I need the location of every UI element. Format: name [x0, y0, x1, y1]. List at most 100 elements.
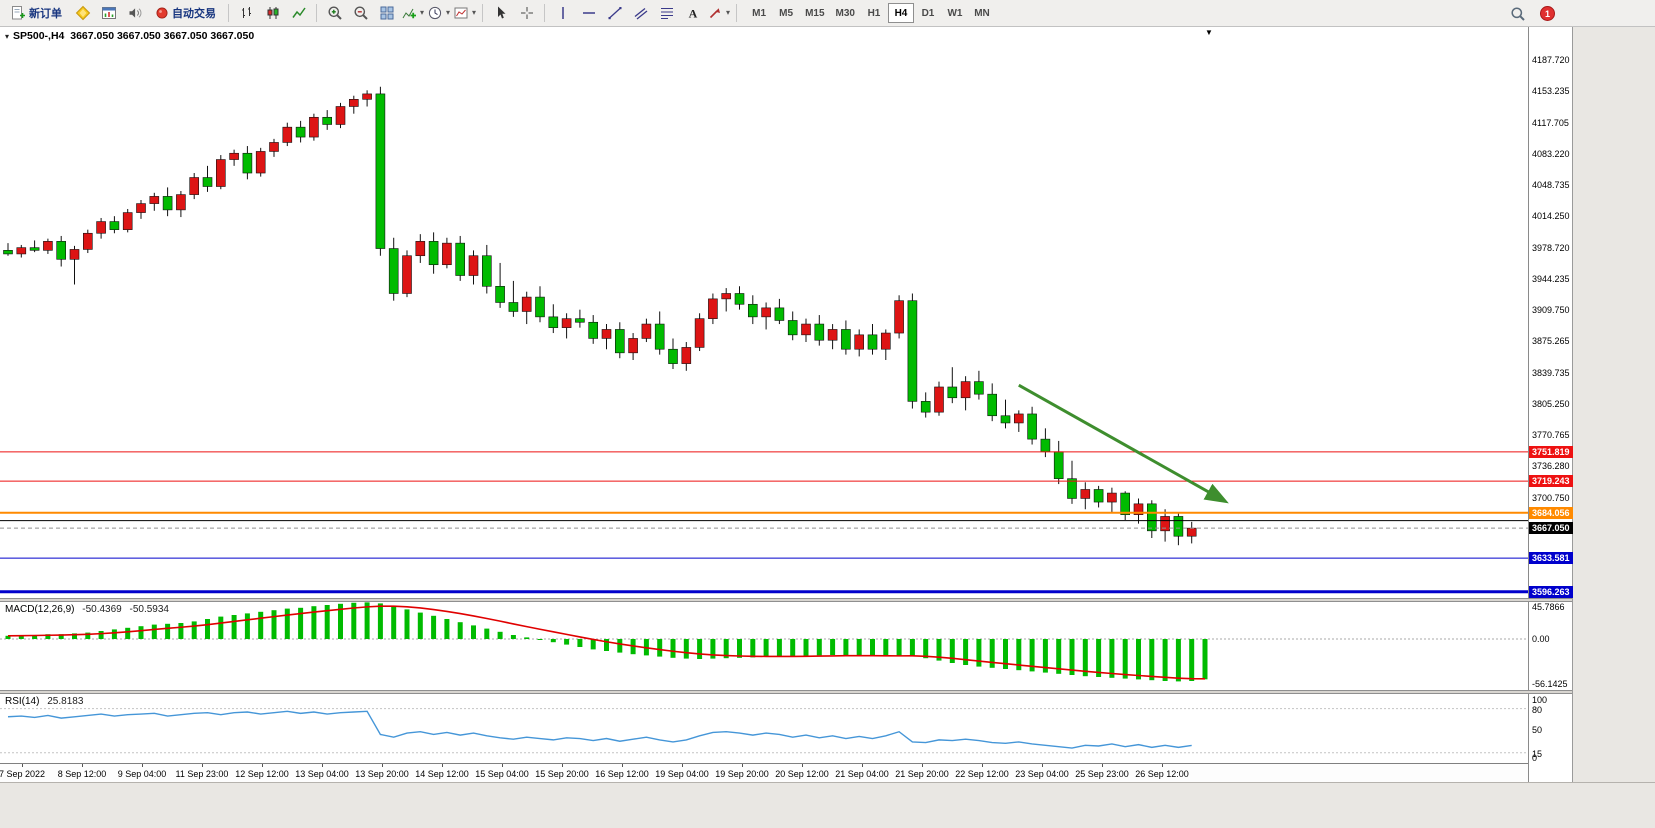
candlestick-icon [267, 7, 278, 19]
bar-chart-button[interactable] [234, 2, 259, 24]
notification-badge[interactable]: 1 [1540, 6, 1555, 21]
symbol-period-label: SP500-,H4 [13, 30, 65, 42]
price-tick-label: 4117.705 [1532, 117, 1569, 128]
templates-button[interactable]: ▾ [452, 2, 477, 24]
candlestick-chart-button[interactable] [260, 2, 285, 24]
price-tick-label: 3839.735 [1532, 367, 1570, 378]
time-axis-label: 7 Sep 2022 [0, 769, 46, 779]
price-level-badge: 3684.056 [1529, 506, 1573, 519]
equidistant-channel-icon [634, 7, 647, 20]
zoom-in-icon [328, 6, 342, 20]
time-tick [682, 764, 683, 767]
timeframe-m1[interactable]: M1 [746, 3, 772, 23]
zoom-out-button[interactable] [348, 2, 373, 24]
line-chart-button[interactable] [286, 2, 311, 24]
time-tick [922, 764, 923, 767]
time-tick [502, 764, 503, 767]
arrows-tool-button[interactable]: ▾ [706, 2, 731, 24]
time-axis-label: 25 Sep 23:00 [1075, 769, 1129, 779]
one-click-trading-toggle[interactable]: ▾ [5, 32, 10, 41]
channel-button[interactable] [628, 2, 653, 24]
timeframe-m5[interactable]: M5 [773, 3, 799, 23]
new-chart-button[interactable] [96, 2, 121, 24]
rsi-scale-label: 100 [1532, 695, 1548, 705]
ohlc-bars-icon [241, 7, 251, 18]
macd-signal-value: -50.5934 [129, 604, 169, 615]
time-axis-label: 8 Sep 12:00 [57, 769, 107, 779]
timeframe-d1[interactable]: D1 [915, 3, 941, 23]
vertical-line-button[interactable] [550, 2, 575, 24]
trendline-button[interactable] [602, 2, 627, 24]
market-watch-button[interactable] [70, 2, 95, 24]
price-level-badge: 3596.263 [1529, 585, 1573, 598]
rsi-scale-label: 50 [1532, 725, 1543, 735]
macd-main-value: -50.4369 [82, 604, 122, 615]
price-tick-label: 4014.250 [1532, 210, 1570, 221]
time-axis-label: 21 Sep 20:00 [895, 769, 949, 779]
indicators-button[interactable]: ▾ [400, 2, 425, 24]
time-axis-label: 12 Sep 12:00 [235, 769, 289, 779]
rsi-group [0, 708, 1528, 754]
fibonacci-icon [660, 8, 673, 19]
trend-arrow-annotation [1018, 383, 1229, 504]
chevron-down-icon: ▾ [726, 8, 731, 17]
time-axis-label: 11 Sep 23:00 [175, 769, 229, 779]
crosshair-icon [520, 7, 533, 19]
template-chart-icon [454, 7, 468, 19]
price-tick-label: 3875.265 [1532, 335, 1570, 346]
new-order-button[interactable]: 新订单 [3, 2, 69, 24]
tile-windows-button[interactable] [374, 2, 399, 24]
price-tick-label: 3978.720 [1532, 242, 1570, 253]
time-tick [382, 764, 383, 767]
chevron-down-icon: ▾ [446, 8, 451, 17]
auto-trading-red-dot-icon [156, 7, 168, 19]
chart-shift-marker-icon[interactable]: ▼ [1205, 28, 1213, 37]
right-gutter [1572, 27, 1655, 782]
crosshair-button[interactable] [514, 2, 539, 24]
timeframe-h1[interactable]: H1 [861, 3, 887, 23]
trendline-icon [608, 7, 622, 20]
time-tick [262, 764, 263, 767]
vertical-line-icon [561, 7, 564, 19]
fibonacci-button[interactable] [654, 2, 679, 24]
time-axis-label: 23 Sep 04:00 [1015, 769, 1069, 779]
time-axis-label: 15 Sep 04:00 [475, 769, 529, 779]
search-button[interactable] [1505, 3, 1530, 25]
cursor-button[interactable] [488, 2, 513, 24]
price-tick-label: 4153.235 [1532, 86, 1570, 96]
price-chart-svg[interactable] [0, 27, 1572, 782]
bottom-strip [0, 782, 1655, 828]
panel-divider[interactable] [0, 690, 1572, 694]
zoom-in-button[interactable] [322, 2, 347, 24]
indicators-plus-icon [402, 8, 416, 19]
timeframe-h4[interactable]: H4 [887, 3, 914, 23]
time-axis-label: 21 Sep 04:00 [835, 769, 889, 779]
periods-button[interactable]: ▾ [426, 2, 451, 24]
toolbar-separator [316, 4, 317, 22]
new-order-icon [12, 6, 25, 20]
timeframe-mn[interactable]: MN [969, 3, 995, 23]
auto-trading-button[interactable]: 自动交易 [148, 2, 223, 24]
macd-scale-label: 0.00 [1532, 634, 1550, 644]
speaker-icon [129, 8, 141, 18]
sound-alert-button[interactable] [122, 2, 147, 24]
horizontal-line-button[interactable] [576, 2, 601, 24]
macd-scale-label: -56.1425 [1532, 678, 1568, 689]
price-level-badge: 3667.050 [1529, 522, 1573, 535]
price-level-badge: 3719.243 [1529, 475, 1573, 488]
time-axis[interactable]: 7 Sep 2022 8 Sep 12:00 9 Sep 04:00 11 Sep 2… [0, 763, 1528, 782]
timeframe-w1[interactable]: W1 [942, 3, 968, 23]
timeframe-m15[interactable]: M15 [800, 3, 829, 23]
rsi-scale-label: 80 [1532, 704, 1543, 715]
panel-divider[interactable] [0, 598, 1572, 602]
price-axis[interactable]: 4187.720 4153.235 4117.705 4083.220 4048.735… [1528, 27, 1573, 782]
time-tick [202, 764, 203, 767]
timeframe-m30[interactable]: M30 [831, 3, 860, 23]
price-tick-label: 3700.750 [1532, 492, 1570, 503]
toolbar-separator [228, 4, 229, 22]
tile-windows-icon [380, 6, 393, 20]
horizontal-line-icon [582, 12, 595, 14]
time-axis-label: 15 Sep 20:00 [535, 769, 589, 779]
text-tool-button[interactable]: A [680, 2, 705, 24]
time-axis-label: 26 Sep 12:00 [1135, 769, 1189, 779]
